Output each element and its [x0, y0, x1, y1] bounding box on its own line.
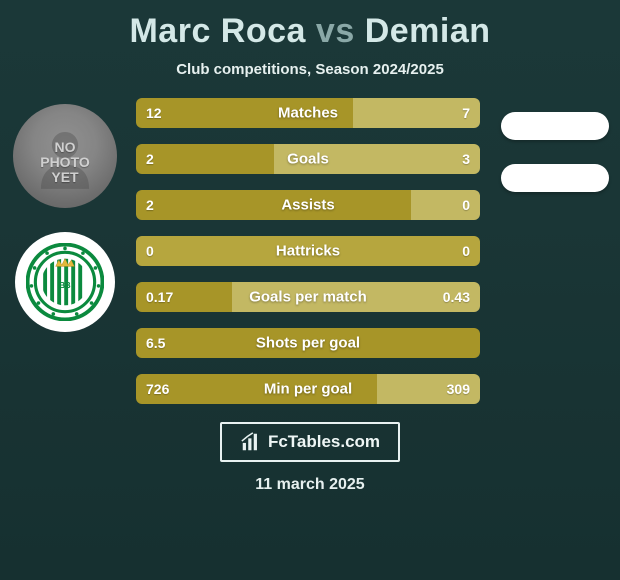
- footer-brand-text: FcTables.com: [268, 432, 380, 452]
- title-vs: vs: [316, 12, 355, 50]
- subtitle: Club competitions, Season 2024/2025: [0, 61, 620, 78]
- stat-bar-row: 726 309 Min per goal: [136, 374, 480, 404]
- stat-bar-left-segment: [136, 144, 274, 174]
- stat-bar-row: 0.17 0.43 Goals per match: [136, 282, 480, 312]
- stat-bars: 12 7 Matches 2 3 Goals 2 0 Assists 0 0 Hattricks 0.1…: [130, 98, 490, 420]
- stat-value-left: 2: [146, 197, 154, 213]
- stat-label: Shots per goal: [256, 335, 360, 352]
- stat-label: Goals: [287, 151, 329, 168]
- right-column: [490, 98, 620, 420]
- left-column: NOPHOTOYET: [0, 98, 130, 420]
- stat-value-left: 726: [146, 381, 169, 397]
- avatar-nophoto-label: NOPHOTOYET: [40, 140, 90, 185]
- svg-text:BB: BB: [59, 281, 71, 290]
- page-title: Marc Roca vs Demian: [0, 0, 620, 51]
- stat-bar-left-segment: [136, 190, 411, 220]
- stat-value-left: 12: [146, 105, 162, 121]
- stat-bar-row: 12 7 Matches: [136, 98, 480, 128]
- stat-label: Hattricks: [276, 243, 340, 260]
- player-avatar-placeholder: NOPHOTOYET: [13, 104, 117, 208]
- stat-value-right: 0: [462, 243, 470, 259]
- blank-pill: [501, 164, 609, 192]
- club-badge-icon: BB: [26, 243, 104, 321]
- stat-value-right: 7: [462, 105, 470, 121]
- stat-value-right: 0: [462, 197, 470, 213]
- stat-label: Assists: [281, 197, 334, 214]
- stat-value-left: 2: [146, 151, 154, 167]
- generation-date: 11 march 2025: [0, 476, 620, 494]
- stat-label: Min per goal: [264, 381, 352, 398]
- stat-bar-row: 6.5 Shots per goal: [136, 328, 480, 358]
- blank-pill: [501, 112, 609, 140]
- club-badge: BB: [15, 232, 115, 332]
- title-player1: Marc Roca: [129, 12, 305, 50]
- stat-label: Goals per match: [249, 289, 367, 306]
- stat-bar-right-segment: [353, 98, 480, 128]
- stat-label: Matches: [278, 105, 338, 122]
- stat-bar-row: 0 0 Hattricks: [136, 236, 480, 266]
- stat-value-right: 0.43: [443, 289, 470, 305]
- main-row: NOPHOTOYET: [0, 98, 620, 420]
- stat-value-left: 6.5: [146, 335, 165, 351]
- stat-value-right: 309: [447, 381, 470, 397]
- stat-value-right: 3: [462, 151, 470, 167]
- footer-brand-box: FcTables.com: [220, 422, 400, 462]
- stat-value-left: 0: [146, 243, 154, 259]
- bar-chart-icon: [240, 431, 262, 453]
- stat-bar-row: 2 0 Assists: [136, 190, 480, 220]
- title-player2: Demian: [365, 12, 491, 50]
- stat-value-left: 0.17: [146, 289, 173, 305]
- stat-bar-row: 2 3 Goals: [136, 144, 480, 174]
